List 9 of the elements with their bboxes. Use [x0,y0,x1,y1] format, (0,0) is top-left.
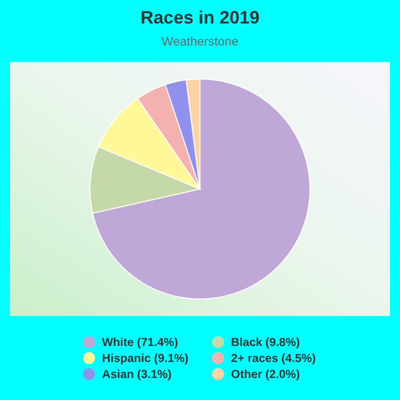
chart-subtitle: Weatherstone [162,34,239,49]
legend-label: Hispanic (9.1%) [102,352,188,365]
legend-label: Other (2.0%) [231,368,300,381]
legend-label: White (71.4%) [102,336,178,350]
chart-title: Races in 2019 [140,8,260,28]
legend-label: 2+ races (4.5%) [231,352,316,365]
pie-slice [92,78,310,300]
legend-label: Black (9.8%) [231,336,300,350]
legend-label: Asian (3.1%) [102,368,172,381]
